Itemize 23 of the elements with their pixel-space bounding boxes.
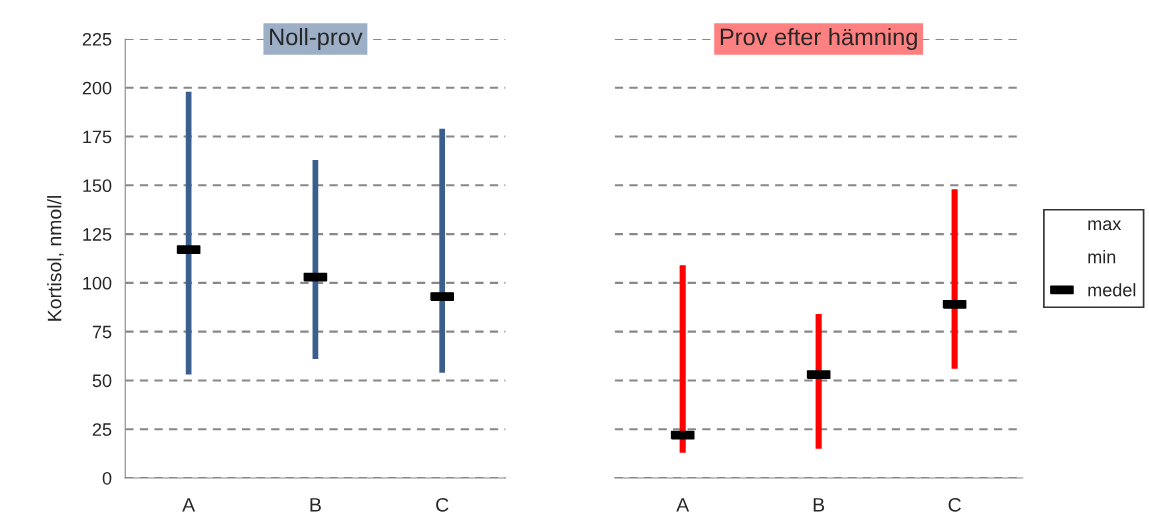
x-tick-label: C (436, 497, 449, 512)
y-tick-label: 125 (83, 228, 112, 241)
x-tick-label: B (310, 498, 321, 512)
text: max (1088, 220, 1122, 231)
x-tick-label: A (182, 498, 196, 512)
chart-title: Prov efter hämning (720, 27, 917, 50)
y-tick-label: 50 (92, 374, 112, 388)
y-tick-label: 225 (82, 32, 112, 46)
y-tick-label: 75 (92, 325, 112, 339)
y-axis-title: Kortisol, nmol/l (47, 196, 64, 321)
x-tick-label: C (948, 497, 961, 512)
bar (439, 128, 446, 373)
chart-title: Noll-prov (270, 27, 363, 50)
y-tick-label: 100 (83, 276, 112, 290)
y-tick-label: 150 (83, 179, 112, 193)
x-tick-label: B (813, 498, 825, 512)
text: min (1088, 250, 1116, 264)
legend-label: medel (1088, 283, 1136, 297)
y-tick-label: 200 (82, 81, 112, 95)
y-tick-label: 175 (83, 130, 112, 144)
y-tick-label: 0 (102, 471, 112, 485)
y-tick-label: 25 (92, 423, 112, 436)
x-tick-label: A (676, 498, 690, 512)
